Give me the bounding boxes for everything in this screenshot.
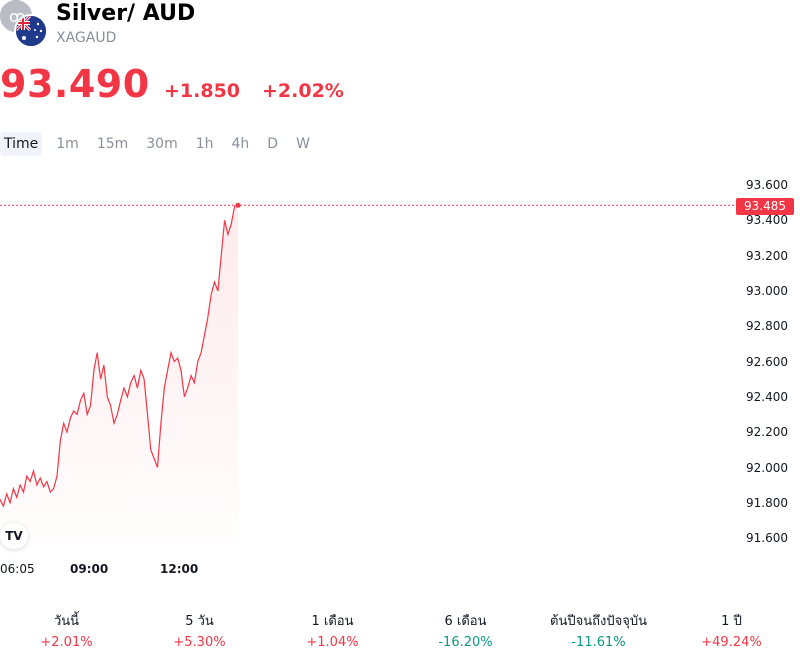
y-tick: 91.600 — [746, 531, 788, 545]
price-change-absolute: +1.850 — [164, 80, 241, 102]
y-tick: 93.200 — [746, 249, 788, 263]
x-tick: 09:00 — [70, 562, 109, 576]
perf-6m[interactable]: 6 เดือน -16.20% — [399, 612, 532, 654]
timeframe-tabs: Time 1m 15m 30m 1h 4h D W — [0, 132, 324, 156]
tab-d[interactable]: D — [267, 136, 279, 152]
y-tick: 92.400 — [746, 390, 788, 404]
last-price-dot — [235, 202, 241, 208]
perf-label: วันนี้ — [53, 614, 80, 629]
tab-4h[interactable]: 4h — [231, 136, 250, 152]
price-change-percent: +2.02% — [262, 80, 344, 102]
y-tick: 92.600 — [746, 355, 788, 369]
performance-row: วันนี้ +2.01% 5 วัน +5.30% 1 เดือน +1.04… — [0, 612, 800, 654]
perf-value: +49.24% — [701, 635, 762, 650]
perf-label: 5 วัน — [185, 614, 214, 629]
last-price-tag: 93.485 — [736, 198, 794, 215]
tab-1m[interactable]: 1m — [56, 136, 79, 152]
x-tick: 06:05 — [0, 562, 35, 576]
symbol-icons: ꝏ — [0, 0, 50, 50]
tab-time[interactable]: Time — [0, 132, 43, 156]
australia-flag-icon — [14, 14, 48, 48]
price-chart[interactable] — [0, 170, 800, 550]
perf-1m[interactable]: 1 เดือน +1.04% — [266, 612, 399, 654]
y-tick: 92.200 — [746, 425, 788, 439]
tab-1h[interactable]: 1h — [195, 136, 214, 152]
perf-value: +1.04% — [306, 635, 359, 650]
perf-label: 1 ปี — [721, 614, 742, 629]
perf-value: -16.20% — [438, 635, 493, 650]
perf-label: ต้นปีจนถึงปัจจุบัน — [550, 614, 647, 629]
y-tick: 91.800 — [746, 496, 788, 510]
perf-label: 6 เดือน — [444, 614, 487, 629]
symbol-title: Silver/ AUD — [56, 1, 196, 26]
y-tick: 92.000 — [746, 461, 788, 475]
y-tick: 93.600 — [746, 178, 788, 192]
y-tick: 93.000 — [746, 284, 788, 298]
tab-15m[interactable]: 15m — [96, 136, 129, 152]
perf-value: -11.61% — [571, 635, 626, 650]
price-area-fill — [0, 205, 238, 546]
perf-5d[interactable]: 5 วัน +5.30% — [133, 612, 266, 654]
perf-value: +5.30% — [173, 635, 226, 650]
tab-30m[interactable]: 30m — [146, 136, 178, 152]
tab-w[interactable]: W — [296, 136, 310, 152]
perf-ytd[interactable]: ต้นปีจนถึงปัจจุบัน -11.61% — [532, 612, 665, 654]
last-price: 93.490 — [0, 62, 150, 106]
perf-value: +2.01% — [40, 635, 93, 650]
perf-label: 1 เดือน — [311, 614, 354, 629]
x-tick: 12:00 — [160, 562, 199, 576]
symbol-ticker: XAGAUD — [56, 30, 117, 46]
perf-today[interactable]: วันนี้ +2.01% — [0, 612, 133, 654]
price-series-line — [0, 204, 239, 508]
y-tick: 92.800 — [746, 319, 788, 333]
perf-1y[interactable]: 1 ปี +49.24% — [665, 612, 798, 654]
tradingview-logo[interactable]: TV — [0, 523, 28, 549]
y-tick: 93.400 — [746, 213, 788, 227]
